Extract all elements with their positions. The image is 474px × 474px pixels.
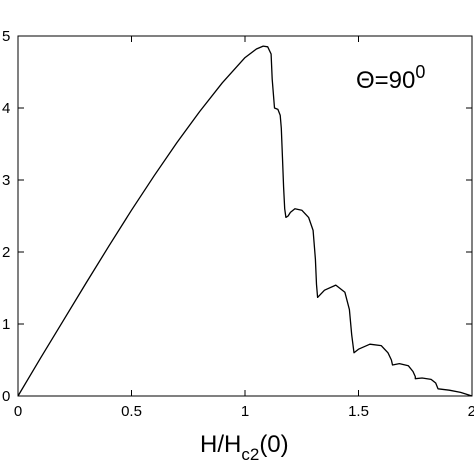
y-tick-label: 1 bbox=[2, 316, 10, 333]
series-line bbox=[17, 45, 473, 397]
x-tick-label: 1 bbox=[241, 403, 249, 420]
angle-annotation: Θ=900 bbox=[356, 62, 425, 94]
x-tick-label: 0.5 bbox=[121, 403, 142, 420]
y-tick-label: 0 bbox=[2, 388, 10, 405]
y-tick-label: 3 bbox=[2, 172, 10, 189]
y-tick-label: 5 bbox=[2, 28, 10, 45]
y-tick-label: 2 bbox=[2, 244, 10, 261]
x-tick-label: 1.5 bbox=[348, 403, 369, 420]
y-tick-label: 4 bbox=[2, 100, 10, 117]
axis-tick-labels: 0 0.5 1 1.5 2 0 1 2 3 4 5 bbox=[2, 28, 474, 420]
x-axis-label: H/Hc2(0) bbox=[200, 431, 289, 464]
x-tick-label: 0 bbox=[14, 403, 22, 420]
x-tick-label: 2 bbox=[468, 403, 474, 420]
